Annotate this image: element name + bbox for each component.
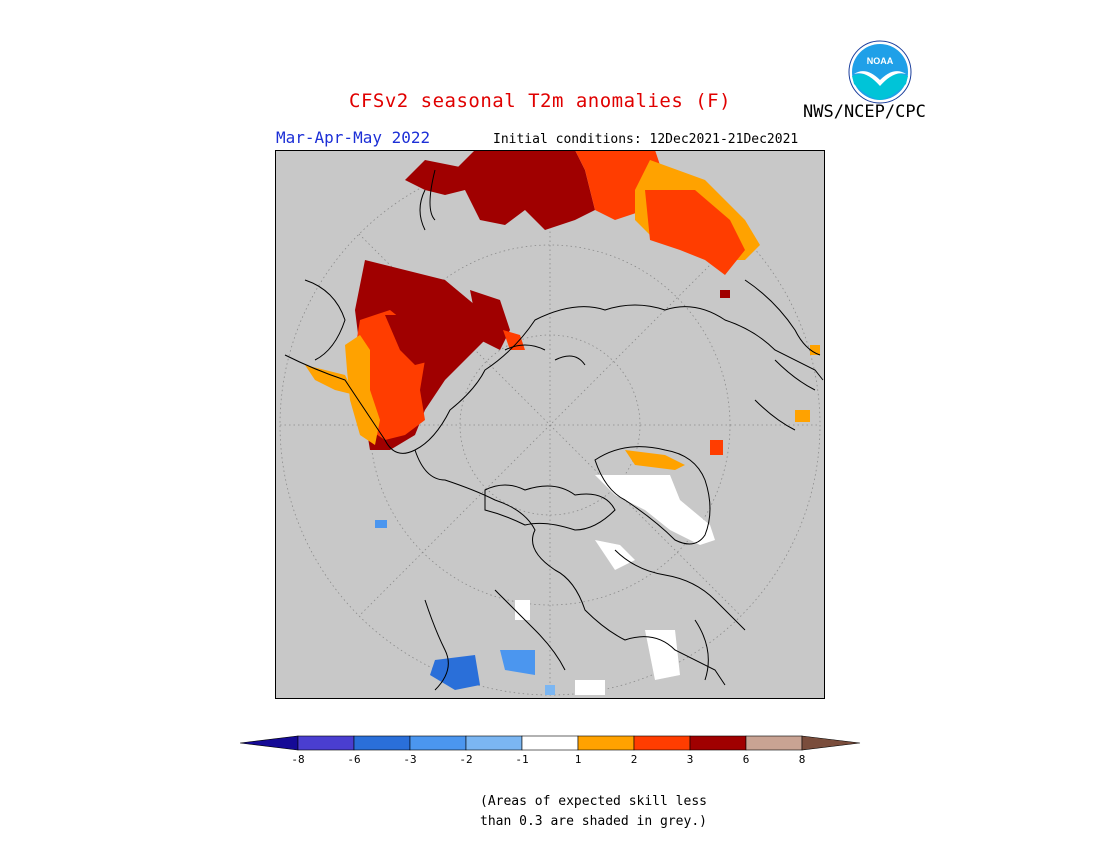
legend-label: -2 bbox=[459, 753, 472, 766]
legend-label: 2 bbox=[631, 753, 638, 766]
legend-label: 6 bbox=[743, 753, 750, 766]
season-label: Mar-Apr-May 2022 bbox=[276, 128, 431, 147]
legend-swatch bbox=[577, 735, 635, 751]
legend-label: 8 bbox=[799, 753, 806, 766]
initial-conditions-label: Initial conditions: 12Dec2021-21Dec2021 bbox=[493, 132, 799, 147]
warm-anomaly-regions bbox=[305, 150, 820, 470]
legend-label: -1 bbox=[515, 753, 528, 766]
skill-note-line1: (Areas of expected skill less bbox=[480, 794, 707, 809]
chart-title: CFSv2 seasonal T2m anomalies (F) bbox=[349, 90, 732, 112]
noaa-logo-icon: NOAA bbox=[848, 40, 912, 104]
legend-swatch bbox=[409, 735, 467, 751]
legend-label: -6 bbox=[347, 753, 360, 766]
legend-swatch bbox=[633, 735, 691, 751]
legend-label: -8 bbox=[291, 753, 304, 766]
legend-label: 1 bbox=[575, 753, 582, 766]
logo-text: NOAA bbox=[867, 56, 894, 66]
legend-swatch bbox=[689, 735, 747, 751]
legend-label: 3 bbox=[687, 753, 694, 766]
legend-arrow-low bbox=[240, 735, 299, 751]
color-legend: -8 -6 -3 -2 -1 1 2 3 6 8 bbox=[240, 735, 861, 766]
organization-label: NWS/NCEP/CPC bbox=[803, 102, 926, 122]
legend-swatch bbox=[297, 735, 355, 751]
legend-swatch bbox=[745, 735, 803, 751]
graticule bbox=[279, 154, 821, 696]
legend-swatches bbox=[240, 735, 861, 751]
legend-arrow-high bbox=[801, 735, 861, 751]
legend-swatch bbox=[521, 735, 579, 751]
legend-labels: -8 -6 -3 -2 -1 1 2 3 6 8 bbox=[291, 753, 805, 766]
legend-swatch bbox=[465, 735, 523, 751]
skill-note: (Areas of expected skill less than 0.3 a… bbox=[480, 792, 707, 832]
coastlines bbox=[284, 169, 824, 691]
skill-note-line2: than 0.3 are shaded in grey.) bbox=[480, 814, 707, 829]
legend-label: -3 bbox=[403, 753, 416, 766]
polar-map bbox=[275, 150, 825, 699]
legend-swatch bbox=[353, 735, 411, 751]
